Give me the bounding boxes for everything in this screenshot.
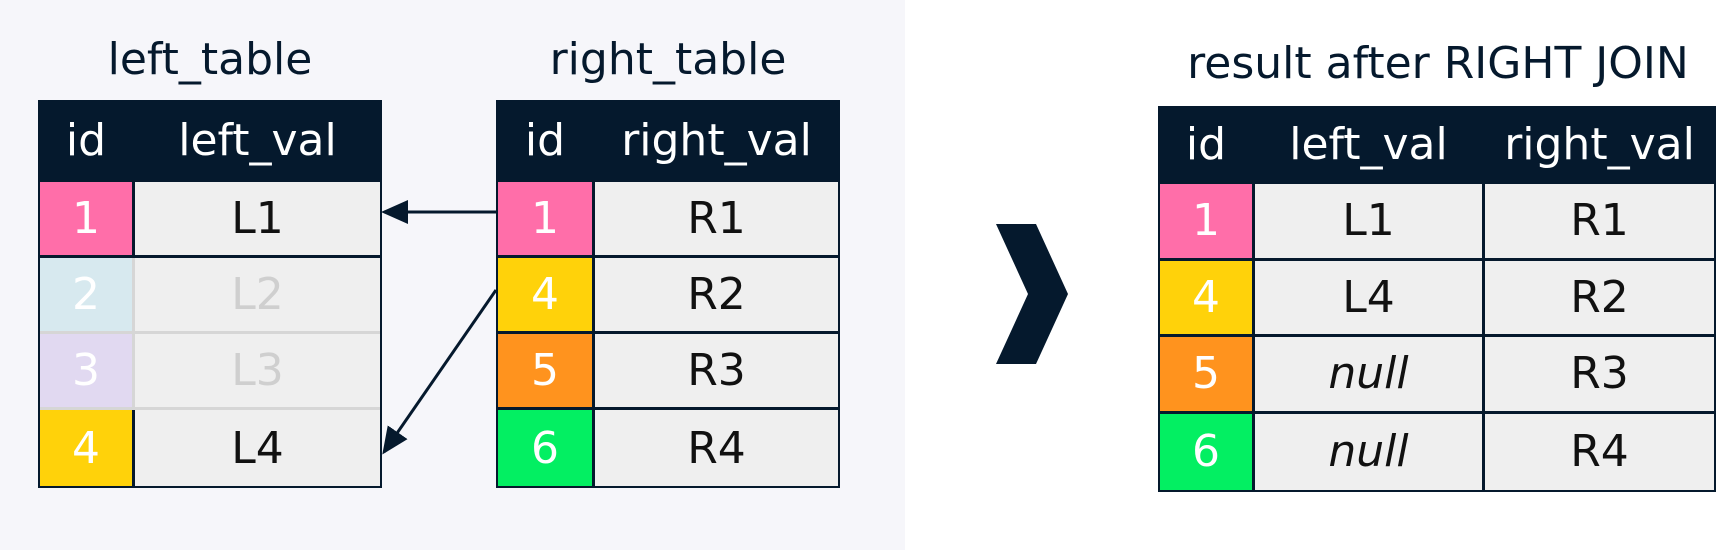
left-table-title: left_table xyxy=(107,34,313,85)
header-cell: right_val xyxy=(595,102,838,182)
id-cell: 4 xyxy=(1160,260,1255,337)
table-cell: L3 xyxy=(135,334,380,410)
id-cell: 1 xyxy=(498,182,595,258)
table-cell: R1 xyxy=(595,182,838,258)
table-cell: L2 xyxy=(135,258,380,334)
id-cell: 3 xyxy=(40,334,135,410)
table-cell: R2 xyxy=(1485,260,1714,337)
null-cell: null xyxy=(1255,413,1485,490)
id-cell: 5 xyxy=(498,334,595,410)
right-table: id right_val 1 R1 4 R2 5 R3 6 R4 xyxy=(496,100,840,488)
table-cell: L4 xyxy=(1255,260,1485,337)
header-cell: left_val xyxy=(135,102,380,182)
id-cell: 4 xyxy=(40,410,135,486)
header-cell: id xyxy=(40,102,135,182)
table-cell: R3 xyxy=(1485,337,1714,414)
table-cell: R2 xyxy=(595,258,838,334)
left-table: id left_val 1 L1 2 L2 3 L3 4 L4 xyxy=(38,100,382,488)
id-cell: 2 xyxy=(40,258,135,334)
result-table-title: result after RIGHT JOIN xyxy=(1187,38,1689,89)
result-table: id left_val right_val 1 L1 R1 4 L4 R2 5 null R3 6 nul… xyxy=(1158,106,1716,492)
table-cell: R4 xyxy=(595,410,838,486)
null-cell: null xyxy=(1255,337,1485,414)
header-cell: left_val xyxy=(1255,108,1485,184)
table-cell: R4 xyxy=(1485,413,1714,490)
table-cell: L4 xyxy=(135,410,380,486)
header-cell: id xyxy=(1160,108,1255,184)
header-cell: right_val xyxy=(1485,108,1714,184)
arrow-r2-to-l4 xyxy=(382,289,498,455)
id-cell: 6 xyxy=(1160,413,1255,490)
right-table-title: right_table xyxy=(549,34,787,85)
id-cell: 4 xyxy=(498,258,595,334)
id-cell: 6 xyxy=(498,410,595,486)
table-cell: R3 xyxy=(595,334,838,410)
chevron-right-icon xyxy=(996,224,1068,364)
table-cell: R1 xyxy=(1485,184,1714,261)
id-cell: 1 xyxy=(40,182,135,258)
table-cell: L1 xyxy=(135,182,380,258)
header-cell: id xyxy=(498,102,595,182)
id-cell: 1 xyxy=(1160,184,1255,261)
id-cell: 5 xyxy=(1160,337,1255,414)
table-cell: L1 xyxy=(1255,184,1485,261)
